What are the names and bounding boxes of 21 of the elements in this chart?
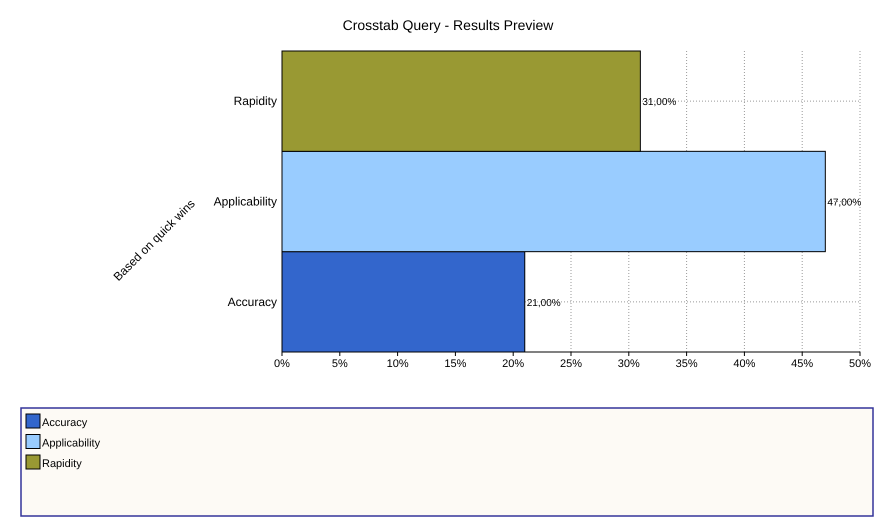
- x-tick-label: 0%: [274, 358, 290, 370]
- y-tick-label: Rapidity: [234, 94, 277, 108]
- data-label: 47,00%: [827, 198, 862, 208]
- data-label: 21,00%: [526, 298, 561, 309]
- legend-label: Applicability: [42, 438, 101, 450]
- data-label: 31,00%: [642, 97, 676, 108]
- y-tick-label: Applicability: [214, 194, 277, 208]
- x-tick-label: 5%: [332, 358, 348, 370]
- x-tick-label: 35%: [676, 358, 698, 370]
- x-tick-label: 15%: [444, 358, 467, 370]
- y-tick-label: Accuracy: [228, 294, 277, 309]
- legend-label: Rapidity: [42, 458, 82, 470]
- chart-title: Crosstab Query - Results Preview: [342, 17, 554, 33]
- x-tick-label: 25%: [560, 358, 582, 370]
- x-tick-label: 50%: [848, 358, 872, 370]
- x-tick-label: 10%: [386, 358, 409, 370]
- x-tick-label: 40%: [733, 358, 756, 370]
- legend-label: Accuracy: [42, 417, 88, 429]
- x-tick-label: 30%: [618, 358, 640, 370]
- x-tick-label: 45%: [791, 358, 814, 370]
- x-tick-label: 20%: [502, 358, 524, 370]
